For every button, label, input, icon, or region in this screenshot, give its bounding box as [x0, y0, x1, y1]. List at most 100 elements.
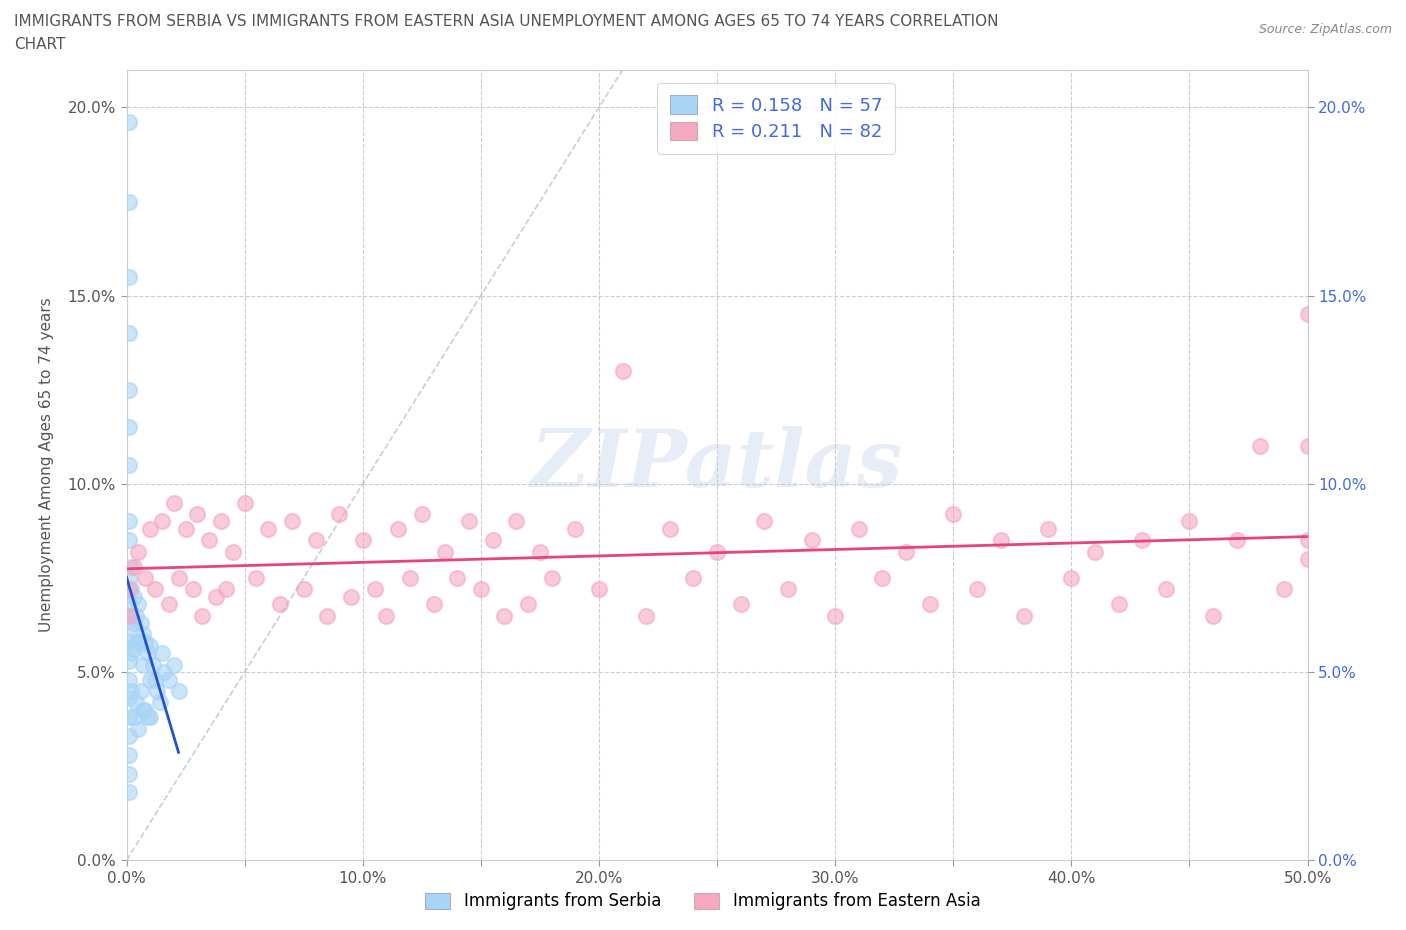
Point: [118, 766, 141, 781]
Point: [1084, 544, 1107, 559]
Point: [363, 582, 385, 597]
Point: [191, 608, 214, 623]
Y-axis label: Unemployment Among Ages 65 to 74 years: Unemployment Among Ages 65 to 74 years: [39, 298, 53, 632]
Point: [730, 597, 752, 612]
Point: [205, 590, 228, 604]
Point: [136, 710, 159, 724]
Point: [292, 582, 315, 597]
Point: [118, 728, 141, 743]
Point: [129, 616, 152, 631]
Point: [776, 582, 799, 597]
Point: [375, 608, 398, 623]
Point: [1272, 582, 1295, 597]
Point: [132, 627, 155, 642]
Point: [304, 533, 326, 548]
Point: [529, 544, 551, 559]
Point: [132, 658, 155, 672]
Point: [118, 115, 141, 130]
Point: [136, 645, 159, 660]
Point: [1296, 307, 1319, 322]
Point: [215, 582, 238, 597]
Point: [122, 559, 145, 574]
Point: [387, 522, 409, 537]
Point: [848, 522, 870, 537]
Point: [146, 684, 169, 698]
Point: [658, 522, 681, 537]
Point: [682, 570, 704, 585]
Point: [564, 522, 586, 537]
Point: [1060, 570, 1083, 585]
Point: [143, 672, 166, 687]
Point: [150, 514, 173, 529]
Point: [118, 597, 141, 612]
Point: [209, 514, 232, 529]
Legend: R = 0.158   N = 57, R = 0.211   N = 82: R = 0.158 N = 57, R = 0.211 N = 82: [658, 83, 894, 154]
Point: [118, 634, 141, 649]
Point: [588, 582, 610, 597]
Point: [139, 710, 162, 724]
Point: [125, 608, 148, 623]
Point: [636, 608, 658, 623]
Point: [163, 495, 186, 510]
Point: [1108, 597, 1130, 612]
Point: [446, 570, 468, 585]
Point: [120, 582, 142, 597]
Point: [470, 582, 492, 597]
Point: [125, 634, 148, 649]
Point: [132, 702, 155, 717]
Point: [517, 597, 540, 612]
Point: [942, 507, 965, 522]
Point: [118, 514, 141, 529]
Text: IMMIGRANTS FROM SERBIA VS IMMIGRANTS FROM EASTERN ASIA UNEMPLOYMENT AMONG AGES 6: IMMIGRANTS FROM SERBIA VS IMMIGRANTS FRO…: [14, 14, 998, 29]
Point: [118, 582, 141, 597]
Point: [481, 533, 503, 548]
Point: [167, 570, 190, 585]
Point: [990, 533, 1012, 548]
Point: [269, 597, 291, 612]
Point: [134, 702, 156, 717]
Point: [918, 597, 941, 612]
Point: [1154, 582, 1177, 597]
Point: [706, 544, 728, 559]
Point: [894, 544, 917, 559]
Point: [198, 533, 221, 548]
Point: [1130, 533, 1153, 548]
Point: [139, 638, 162, 653]
Point: [118, 785, 141, 800]
Point: [181, 582, 204, 597]
Point: [505, 514, 527, 529]
Point: [872, 570, 894, 585]
Point: [127, 597, 149, 612]
Point: [118, 533, 141, 548]
Point: [316, 608, 339, 623]
Point: [127, 634, 149, 649]
Point: [186, 507, 208, 522]
Point: [340, 590, 363, 604]
Point: [411, 507, 433, 522]
Point: [352, 533, 374, 548]
Point: [1036, 522, 1059, 537]
Point: [281, 514, 304, 529]
Point: [122, 590, 145, 604]
Point: [149, 695, 172, 710]
Point: [754, 514, 776, 529]
Point: [127, 721, 149, 736]
Point: [1296, 439, 1319, 454]
Point: [1202, 608, 1225, 623]
Point: [157, 597, 180, 612]
Point: [167, 684, 190, 698]
Point: [118, 420, 141, 435]
Point: [222, 544, 245, 559]
Point: [129, 684, 152, 698]
Legend: Immigrants from Serbia, Immigrants from Eastern Asia: Immigrants from Serbia, Immigrants from …: [419, 885, 987, 917]
Point: [134, 570, 156, 585]
Point: [399, 570, 422, 585]
Point: [245, 570, 267, 585]
Point: [157, 672, 180, 687]
Point: [143, 582, 166, 597]
Point: [118, 672, 141, 687]
Point: [118, 458, 141, 472]
Text: ZIPatlas: ZIPatlas: [531, 426, 903, 504]
Point: [1296, 551, 1319, 566]
Point: [824, 608, 846, 623]
